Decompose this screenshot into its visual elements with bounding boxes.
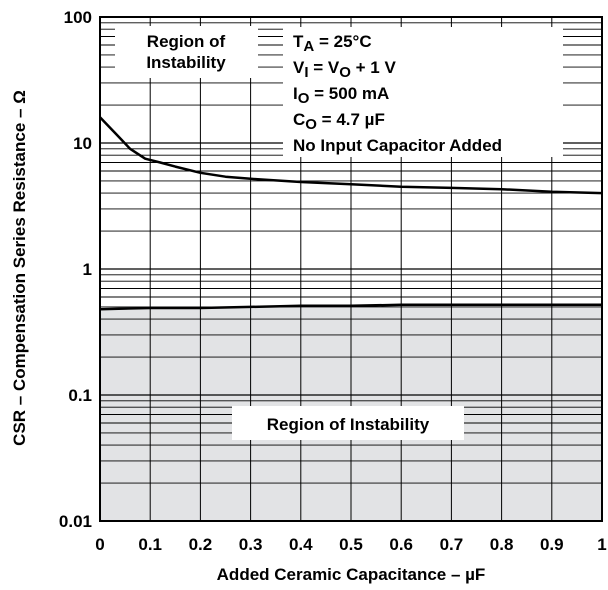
condition-text: = 500 mA	[309, 84, 389, 103]
conditions-box	[283, 27, 563, 157]
upper-region-label-line: Region of	[147, 32, 226, 51]
plot-frame	[99, 16, 603, 522]
condition-text: I	[293, 84, 298, 103]
condition-text: = 25°C	[314, 32, 371, 51]
x-tick-label: 0.2	[189, 535, 213, 554]
condition-text: = V	[309, 58, 340, 77]
condition-subscript: O	[305, 116, 317, 133]
condition-text: V	[293, 58, 305, 77]
x-tick-label: 0.1	[138, 535, 162, 554]
y-tick-label: 0.01	[59, 512, 92, 531]
condition-line: TA = 25°C	[293, 32, 372, 55]
condition-subscript: A	[303, 38, 314, 55]
lower-region-label: Region of Instability	[267, 415, 430, 434]
x-tick-label: 0.4	[289, 535, 313, 554]
condition-line: IO = 500 mA	[293, 84, 389, 107]
tick-labels: 0 0.1 0.2 0.3 0.4 0.5 0.6 0.7 0.8 0.9 1 0.01 0.1 1 10 1…	[59, 8, 607, 554]
x-tick-label: 0.8	[490, 535, 514, 554]
y-tick-label: 0.1	[68, 386, 92, 405]
x-tick-label: 1	[597, 535, 606, 554]
condition-text: = 4.7 µF	[317, 110, 385, 129]
x-tick-label: 0.6	[389, 535, 413, 554]
x-tick-label: 0.5	[339, 535, 363, 554]
condition-line: No Input Capacitor Added	[293, 136, 502, 155]
series-line-2	[99, 303, 602, 311]
x-tick-label: 0	[95, 535, 104, 554]
x-tick-label: 0.3	[239, 535, 263, 554]
series-line-1	[99, 116, 603, 195]
y-tick-label: 1	[83, 260, 92, 279]
condition-subscript: O	[339, 64, 351, 81]
condition-subscript: I	[304, 64, 308, 81]
condition-text: T	[293, 32, 304, 51]
condition-line: CO = 4.7 µF	[293, 110, 385, 133]
y-tick-label: 100	[64, 8, 92, 27]
y-tick-label: 10	[73, 134, 92, 153]
condition-text: C	[293, 110, 305, 129]
x-tick-label: 0.9	[540, 535, 564, 554]
series-lines	[99, 116, 603, 311]
lower-region-label-box	[232, 406, 464, 440]
x-tick-label: 0.7	[440, 535, 464, 554]
condition-text: + 1 V	[351, 58, 397, 77]
condition-text: No Input Capacitor Added	[293, 136, 502, 155]
condition-subscript: O	[298, 90, 310, 107]
x-axis-label: Added Ceramic Capacitance – µF	[217, 565, 486, 584]
upper-region-label-line: Instability	[146, 53, 226, 72]
condition-line: VI = VO + 1 V	[293, 58, 396, 81]
upper-region-label-box	[115, 26, 258, 78]
plot-border	[99, 16, 603, 522]
y-axis-label: CSR – Compensation Series Resistance – Ω	[10, 90, 29, 446]
